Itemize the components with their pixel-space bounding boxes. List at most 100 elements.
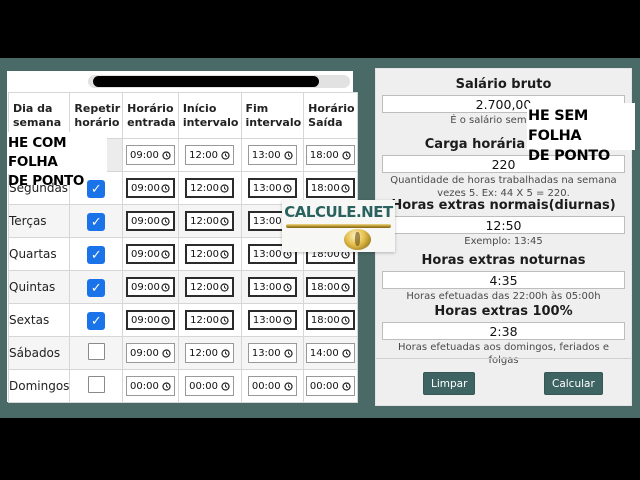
time-cell: 09:00 — [122, 303, 179, 337]
clock-icon — [220, 282, 229, 292]
button-separator — [376, 358, 631, 359]
clock-icon — [342, 150, 351, 160]
time-input[interactable]: 13:00 — [247, 178, 297, 198]
clock-icon — [161, 249, 170, 259]
time-value: 12:00 — [190, 248, 219, 260]
horas-extras-noturnas-input[interactable] — [382, 271, 625, 289]
clock-icon — [220, 183, 229, 193]
field-hint: Horas efetuadas das 22:00h às 05:00h — [406, 291, 601, 302]
field-horas-extras-100: Horas extras 100% Horas efetuadas aos do… — [382, 304, 625, 367]
time-input[interactable]: 12:00 — [185, 178, 235, 198]
time-cell: 09:00 — [122, 204, 179, 238]
time-input[interactable]: 09:00 — [125, 277, 175, 297]
time-value: 09:00 — [129, 149, 159, 161]
carga-horaria-input[interactable] — [382, 155, 625, 173]
repeat-checkbox[interactable]: ✓ — [87, 246, 106, 265]
time-input[interactable]: 18:00 — [305, 178, 355, 198]
day-cell: Quartas — [7, 237, 71, 271]
time-input[interactable]: 00:00 — [305, 376, 355, 396]
time-cell: 12:00 — [177, 336, 242, 370]
clock-icon — [162, 348, 171, 358]
time-cell: 12:00 — [177, 237, 242, 271]
clock-icon — [284, 348, 293, 358]
time-input[interactable]: 09:00 — [125, 244, 175, 264]
day-cell: Domingos — [7, 369, 71, 403]
time-input[interactable]: 00:00 — [185, 376, 235, 396]
day-cell: Sábados — [7, 336, 71, 370]
time-value: 18:00 — [310, 248, 340, 260]
field-hint: É o salário sem os de — [450, 115, 557, 126]
field-label: Horas extras 100% — [434, 304, 573, 319]
clock-icon — [161, 315, 170, 325]
time-input[interactable]: 12:00 — [185, 211, 235, 231]
time-value: 12:00 — [189, 347, 218, 359]
time-input[interactable]: 13:00 — [247, 277, 297, 297]
time-input[interactable]: 18:00 — [305, 277, 355, 297]
field-horas-extras-diurnas: Horas extras normais(diurnas) Exemplo: 1… — [382, 198, 625, 249]
limpar-button[interactable]: Limpar — [423, 372, 476, 395]
time-input[interactable]: 09:00 — [125, 211, 175, 231]
time-input[interactable]: 00:00 — [125, 376, 175, 396]
column-header-0: Dia da semana — [7, 92, 71, 139]
time-input[interactable]: 12:00 — [185, 310, 235, 330]
caption-line: DE PONTO — [528, 148, 610, 164]
clock-icon — [283, 282, 292, 292]
clock-icon — [220, 249, 229, 259]
time-cell: 12:00 — [177, 171, 242, 205]
repeat-checkbox[interactable]: ✓ — [87, 180, 106, 199]
time-value: 18:00 — [310, 281, 340, 293]
horizontal-scrollbar-thumb[interactable] — [93, 76, 319, 87]
time-input[interactable]: 18:00 — [305, 145, 355, 165]
repeat-checkbox[interactable]: ✓ — [87, 279, 106, 298]
column-header-2: Horário entrada — [122, 92, 179, 139]
field-label: Horas extras normais(diurnas) — [391, 198, 616, 213]
horizontal-scrollbar-track[interactable] — [88, 75, 350, 88]
time-value: 13:00 — [252, 281, 282, 293]
time-value: 13:00 — [251, 347, 281, 359]
clock-icon — [341, 282, 350, 292]
time-input[interactable]: 09:00 — [125, 178, 175, 198]
time-cell: 09:00 — [122, 171, 179, 205]
repeat-checkbox[interactable] — [87, 342, 105, 360]
time-cell: 09:00 — [122, 336, 179, 370]
calcular-button[interactable]: Calcular — [544, 372, 603, 395]
time-input[interactable]: 13:00 — [247, 343, 297, 363]
time-input[interactable]: 14:00 — [305, 343, 355, 363]
time-input[interactable]: 13:00 — [247, 310, 297, 330]
time-input[interactable]: 09:00 — [125, 145, 175, 165]
time-input[interactable]: 00:00 — [247, 376, 297, 396]
time-input[interactable]: 12:00 — [185, 277, 235, 297]
time-input[interactable]: 12:00 — [185, 343, 235, 363]
clock-icon — [221, 348, 230, 358]
time-value: 09:00 — [130, 248, 160, 260]
time-value: 14:00 — [309, 347, 339, 359]
horas-extras-diurnas-input[interactable] — [382, 216, 625, 234]
repeat-checkbox[interactable] — [87, 375, 105, 393]
repeat-checkbox-cell: ✓ — [69, 237, 124, 271]
time-input[interactable]: 18:00 — [305, 310, 355, 330]
horas-extras-100-input[interactable] — [382, 322, 625, 340]
time-cell: 18:00 — [303, 171, 358, 205]
time-value: 09:00 — [130, 314, 160, 326]
time-input[interactable]: 12:00 — [185, 145, 235, 165]
clock-icon — [341, 183, 350, 193]
time-cell: 12:00 — [177, 204, 242, 238]
time-cell: 00:00 — [240, 369, 305, 403]
time-value: 09:00 — [129, 347, 159, 359]
time-input[interactable]: 09:00 — [125, 343, 175, 363]
time-value: 13:00 — [252, 182, 282, 194]
clock-icon — [284, 381, 293, 391]
time-value: 13:00 — [252, 314, 282, 326]
repeat-checkbox[interactable]: ✓ — [87, 213, 106, 232]
time-input[interactable]: 13:00 — [247, 145, 297, 165]
time-value: 18:00 — [310, 314, 340, 326]
calculator-panel: Salário bruto É o salário sem os de Carg… — [375, 68, 632, 406]
time-input[interactable]: 09:00 — [125, 310, 175, 330]
time-input[interactable]: 12:00 — [185, 244, 235, 264]
time-cell: 13:00 — [240, 138, 305, 172]
repeat-checkbox-cell: ✓ — [69, 303, 124, 337]
repeat-checkbox[interactable]: ✓ — [87, 312, 106, 331]
time-value: 12:00 — [189, 149, 218, 161]
time-value: 09:00 — [130, 215, 160, 227]
repeat-checkbox-cell — [69, 336, 124, 370]
